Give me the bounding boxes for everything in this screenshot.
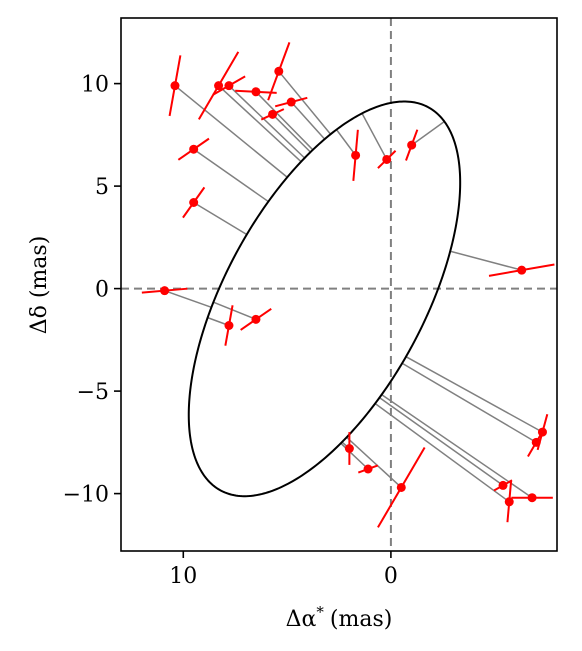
data-point-5 [286, 97, 296, 107]
residual-line-7 [193, 148, 269, 203]
residual-line-2 [228, 85, 306, 159]
residual-line-3 [255, 91, 314, 151]
residual-lines [164, 70, 543, 503]
x-tick-label-0: 10 [169, 564, 197, 589]
residual-line-4 [278, 70, 332, 135]
data-point-17 [363, 464, 373, 474]
data-point-15 [251, 314, 261, 324]
data-point-14 [224, 321, 234, 330]
data-point-20 [504, 497, 514, 507]
data-point-4 [274, 66, 284, 76]
data-point-16 [344, 444, 354, 453]
plot-area [121, 18, 557, 551]
data-point-19 [498, 480, 508, 490]
axis-ticks: 10 0 10 5 0 −5 −10 [63, 73, 398, 589]
residual-line-5 [290, 101, 326, 140]
residual-line-6 [272, 113, 312, 153]
residual-line-20 [374, 402, 510, 503]
x-axis-label-superscript: * [316, 603, 324, 621]
orbit-ellipse [187, 100, 462, 498]
data-point-6 [268, 109, 278, 119]
data-points [160, 66, 547, 507]
residual-line-11 [193, 201, 248, 236]
data-point-10 [407, 140, 417, 150]
data-point-23 [537, 427, 547, 437]
data-point-21 [527, 493, 537, 503]
y-tick-label-0: 10 [81, 73, 109, 98]
x-tick-label-1: 0 [384, 564, 398, 589]
data-point-8 [351, 150, 361, 160]
y-tick-label-2: 0 [95, 278, 109, 303]
y-axis-label: Δδ (mas) [27, 236, 52, 335]
y-tick-label-1: 5 [95, 175, 109, 200]
residual-line-23 [405, 356, 543, 433]
residual-line-18 [346, 436, 402, 489]
data-point-1 [214, 81, 224, 91]
x-axis-label-unit: (mas) [330, 607, 392, 632]
data-point-9 [382, 154, 392, 164]
residual-line-19 [379, 397, 504, 487]
data-point-3 [251, 87, 261, 97]
residual-line-12 [450, 250, 522, 271]
data-point-18 [396, 482, 406, 492]
y-tick-label-3: −5 [77, 380, 109, 405]
data-point-11 [189, 198, 199, 207]
residual-line-21 [381, 394, 533, 499]
axes-frame [120, 17, 558, 552]
y-tick-label-4: −10 [63, 483, 109, 508]
residual-line-10 [411, 120, 445, 146]
data-point-0 [170, 81, 180, 91]
data-point-12 [517, 265, 527, 275]
residual-line-13 [164, 289, 212, 309]
residual-line-1 [218, 85, 302, 163]
residual-line-8 [335, 129, 357, 156]
data-point-7 [189, 144, 199, 154]
x-axis-label: Δα* (mas) [286, 603, 393, 632]
residual-line-9 [361, 113, 388, 160]
data-point-13 [160, 286, 170, 296]
residual-line-22 [401, 362, 537, 443]
residual-line-0 [174, 85, 288, 178]
residual-line-15 [213, 301, 257, 321]
x-axis-label-symbol: Δα [286, 607, 317, 632]
data-point-22 [531, 437, 541, 447]
data-point-2 [224, 81, 234, 91]
